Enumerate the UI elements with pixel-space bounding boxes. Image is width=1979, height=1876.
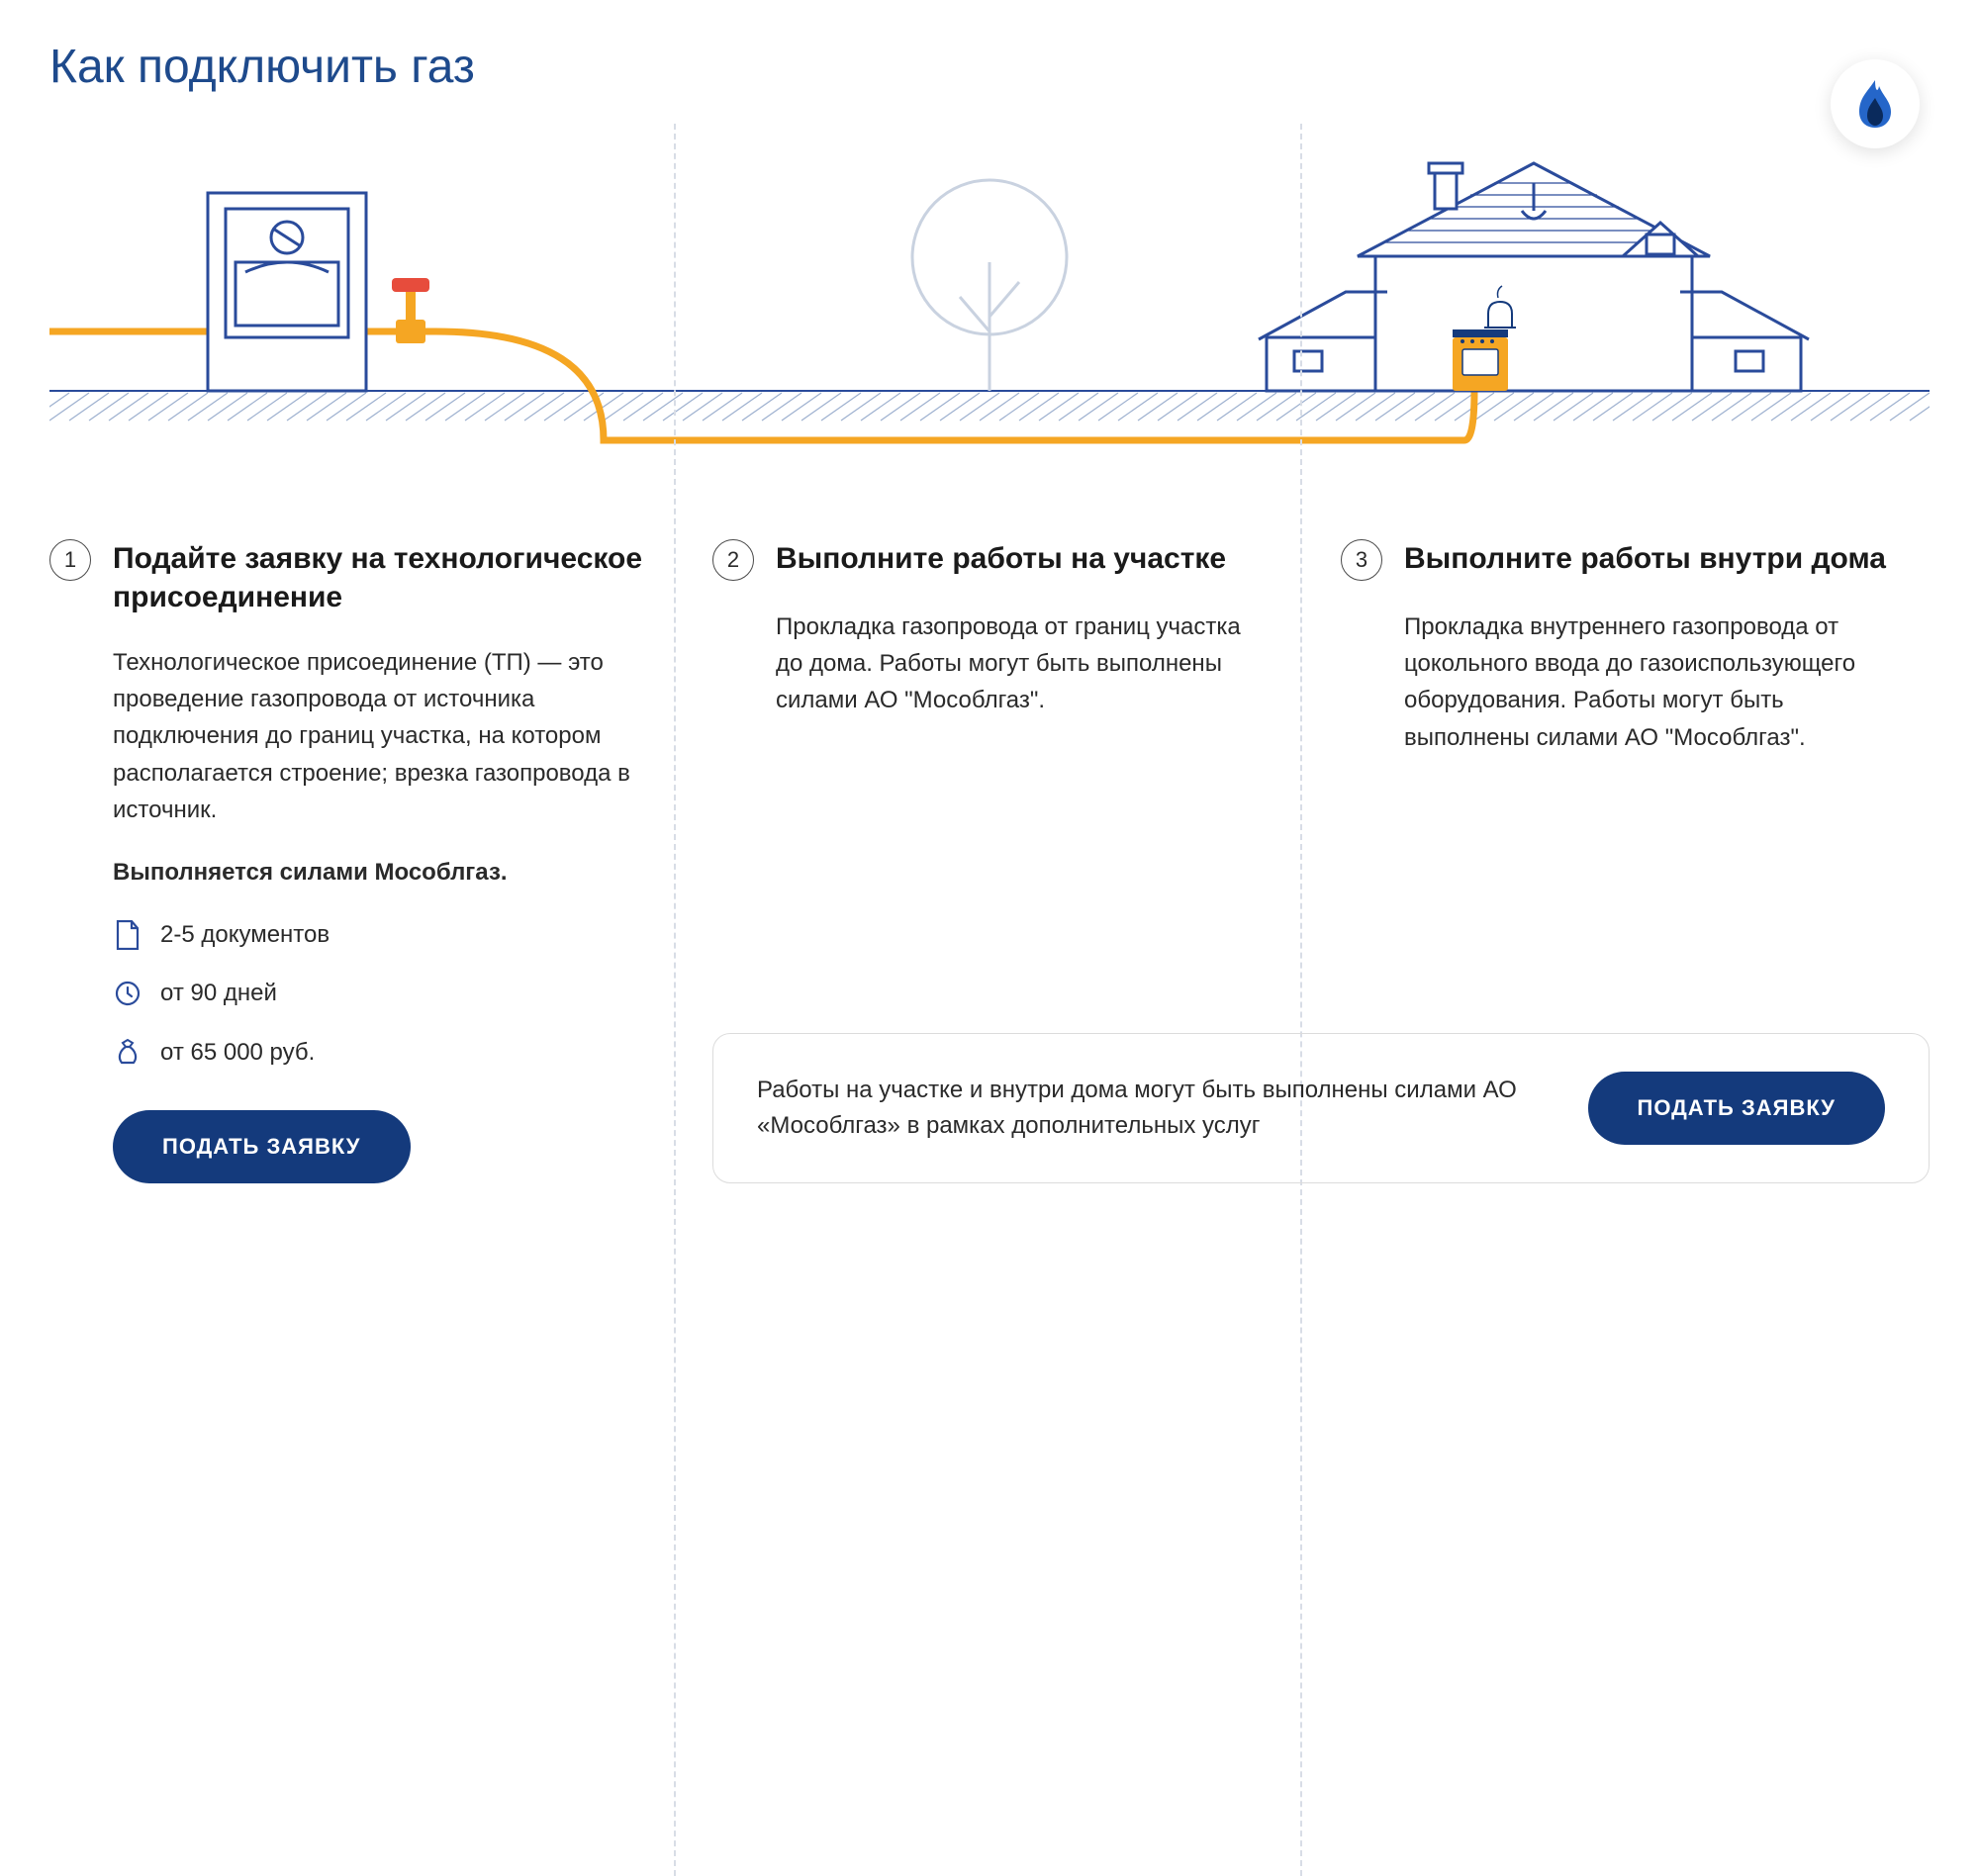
info-cost: от 65 000 руб. xyxy=(113,1034,643,1071)
combined-panel-text: Работы на участке и внутри дома могут бы… xyxy=(757,1073,1549,1144)
document-icon xyxy=(113,920,142,950)
submit-request-button[interactable]: ПОДАТЬ ЗАЯВКУ xyxy=(113,1110,411,1183)
gas-connection-illustration xyxy=(49,124,1930,480)
money-bag-icon xyxy=(113,1037,142,1067)
info-days: от 90 дней xyxy=(113,975,643,1011)
step-number: 3 xyxy=(1341,539,1382,581)
combined-services-panel: Работы на участке и внутри дома могут бы… xyxy=(712,1033,1930,1183)
step-note: Выполняется силами Мособлгаз. xyxy=(113,854,643,891)
step-title: Подайте заявку на технологическое присое… xyxy=(113,539,643,616)
step-number: 2 xyxy=(712,539,754,581)
info-documents: 2-5 документов xyxy=(113,916,643,953)
step-description: Прокладка газопровода от границ участка … xyxy=(776,609,1272,719)
submit-request-button-2[interactable]: ПОДАТЬ ЗАЯВКУ xyxy=(1588,1072,1886,1145)
step-3: 3 Выполните работы внутри дома Прокладка… xyxy=(1341,539,1930,805)
step-number: 1 xyxy=(49,539,91,581)
clock-icon xyxy=(113,979,142,1008)
step-2: 2 Выполните работы на участке Прокладка … xyxy=(712,539,1301,805)
page-title: Как подключить газ xyxy=(49,40,1930,94)
step-description: Прокладка внутреннего газопровода от цок… xyxy=(1404,609,1900,756)
step-description: Технологическое присоединение (ТП) — это… xyxy=(113,644,643,828)
step-title: Выполните работы на участке xyxy=(776,539,1226,581)
step-1: 1 Подайте заявку на технологическое прис… xyxy=(49,539,673,1183)
step-title: Выполните работы внутри дома xyxy=(1404,539,1886,581)
